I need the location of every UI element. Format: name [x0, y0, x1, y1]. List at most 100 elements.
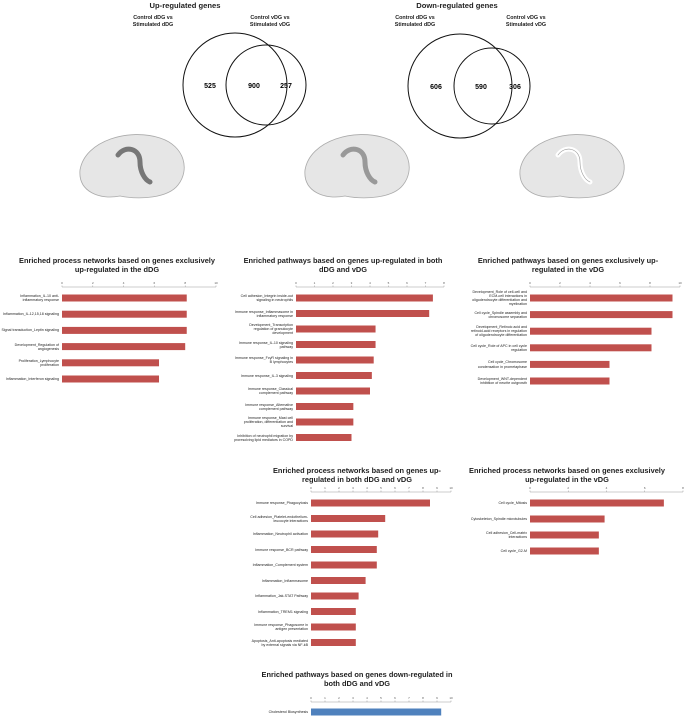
venn-count: 900 [248, 83, 260, 90]
venn-circle [182, 32, 288, 138]
category-label: Cell cycle_Spindle assembly and chromoso… [474, 310, 527, 319]
category-label: Cholesterol Biosynthesis [268, 709, 308, 714]
x-tick-label: 8 [184, 281, 187, 285]
bar [530, 499, 664, 507]
chart-title: Enriched process networks based on genes… [19, 256, 215, 275]
x-tick-label: 4 [605, 486, 608, 490]
x-tick-label: 10 [678, 281, 682, 285]
category-label: Cell adhesion_Integrin inside-out signal… [240, 293, 293, 302]
x-tick-label: 8 [443, 281, 445, 285]
category-label: Development_Role of cell-cell and ECM-ce… [472, 289, 527, 307]
bar [62, 359, 160, 367]
category-label: Inflammation_Neutrophil activation [252, 531, 308, 536]
category-label: Signal transduction_Leptin signaling [1, 328, 59, 333]
bar [311, 530, 379, 538]
venn-count: 306 [509, 84, 521, 91]
category-label: Cytoskeleton_Spindle microtubules [470, 516, 527, 521]
category-label: Cell cycle_Role of APC in cell cycle reg… [470, 343, 527, 352]
x-tick-label: 0 [310, 486, 312, 490]
x-tick-label: 6 [643, 486, 646, 490]
x-tick-label: 7 [408, 486, 410, 490]
bar [530, 531, 599, 539]
brain-illustration [79, 134, 625, 199]
bar [530, 311, 673, 319]
venn-circle [407, 33, 513, 139]
x-tick-label: 9 [436, 696, 438, 700]
x-tick-label: 2 [91, 281, 94, 285]
category-label: Cell cycle_G2-M [500, 548, 527, 553]
bar [311, 708, 442, 716]
x-tick-label: 3 [352, 696, 354, 700]
x-tick-label: 1 [324, 696, 326, 700]
venn-count: 257 [280, 83, 292, 90]
x-tick-label: 3 [352, 486, 354, 490]
x-tick-label: 6 [619, 281, 621, 285]
category-label: Immune response_BCR pathway [255, 547, 308, 552]
category-label: Inflammation_Inflammasome [261, 578, 308, 583]
category-label: Development_Transcription regulation of … [249, 322, 293, 336]
x-tick-label: 2 [338, 486, 340, 490]
set-label: Control dDG vs Stimulated dDG [132, 15, 174, 28]
bar [296, 310, 430, 317]
category-label: Inflammation_IL-12,15,18 signaling [3, 312, 59, 317]
chart-title: Enriched process networks based on genes… [469, 466, 665, 485]
x-tick-label: 5 [380, 486, 382, 490]
venn-circle [453, 47, 531, 125]
bar [296, 294, 433, 302]
x-tick-label: 1 [324, 486, 326, 490]
x-tick-label: 10 [449, 486, 453, 490]
bar [296, 372, 372, 379]
category-label: Apoptosis_Anti-apoptosis mediated by ext… [251, 638, 308, 647]
bar [62, 294, 187, 302]
x-tick-label: 10 [214, 281, 218, 285]
bar [311, 592, 359, 600]
x-tick-label: 4 [366, 486, 368, 490]
bar [296, 325, 376, 333]
bar [530, 344, 652, 352]
chart-title: Enriched pathways based on genes up-regu… [243, 256, 443, 275]
x-tick-label: 6 [406, 281, 408, 285]
venn-title: Down-regulated genes [416, 1, 498, 10]
venn-title: Up-regulated genes [149, 1, 221, 10]
x-tick-label: 7 [424, 281, 427, 285]
x-tick-label: 6 [153, 281, 156, 285]
x-tick-label: 8 [682, 486, 684, 490]
category-label: Inflammation_Jak-STAT Pathway [255, 593, 308, 598]
x-tick-label: 3 [350, 281, 353, 285]
bar [530, 294, 673, 302]
x-tick-label: 0 [295, 281, 297, 285]
bar [311, 561, 377, 569]
category-label: Immune response_FcγR signaling in B lymp… [234, 355, 293, 364]
x-tick-label: 4 [122, 281, 125, 285]
category-label: Immune response_IL-10 signaling pathway [238, 340, 293, 349]
category-label: Development_WNT-dependent inhibition of … [477, 376, 527, 385]
x-tick-label: 8 [422, 486, 424, 490]
x-tick-label: 6 [394, 696, 396, 700]
bar [62, 375, 160, 383]
category-label: Inflammation_TREM1 signaling [258, 609, 308, 614]
chart-title: Enriched pathways based on genes down-re… [261, 670, 453, 689]
venn-count: 590 [475, 84, 487, 91]
x-tick-label: 2 [559, 281, 561, 285]
category-label: Inflammation_IL-10 anti-inflammatory res… [20, 293, 59, 302]
x-tick-label: 8 [422, 696, 424, 700]
bar [296, 387, 370, 395]
bar [530, 377, 610, 385]
category-label: Immune response_Inflammasome in inflamma… [234, 309, 293, 318]
x-tick-label: 0 [529, 281, 531, 285]
category-label: Immune response_Classical complement pat… [247, 386, 293, 395]
bar [311, 608, 356, 615]
category-label: Cell cycle_Mitosis [498, 500, 527, 505]
x-tick-label: 7 [408, 696, 410, 700]
category-label: Cell adhesion_Platelet-endothelium-leuco… [250, 514, 308, 523]
bar [530, 515, 605, 523]
bar [296, 418, 354, 426]
venn-count: 606 [430, 84, 442, 91]
venn-count: 525 [204, 83, 216, 90]
bar [296, 434, 352, 441]
category-label: Immune response_Alternative complement p… [245, 402, 293, 411]
x-tick-label: 0 [61, 281, 63, 285]
x-tick-label: 5 [387, 281, 390, 285]
